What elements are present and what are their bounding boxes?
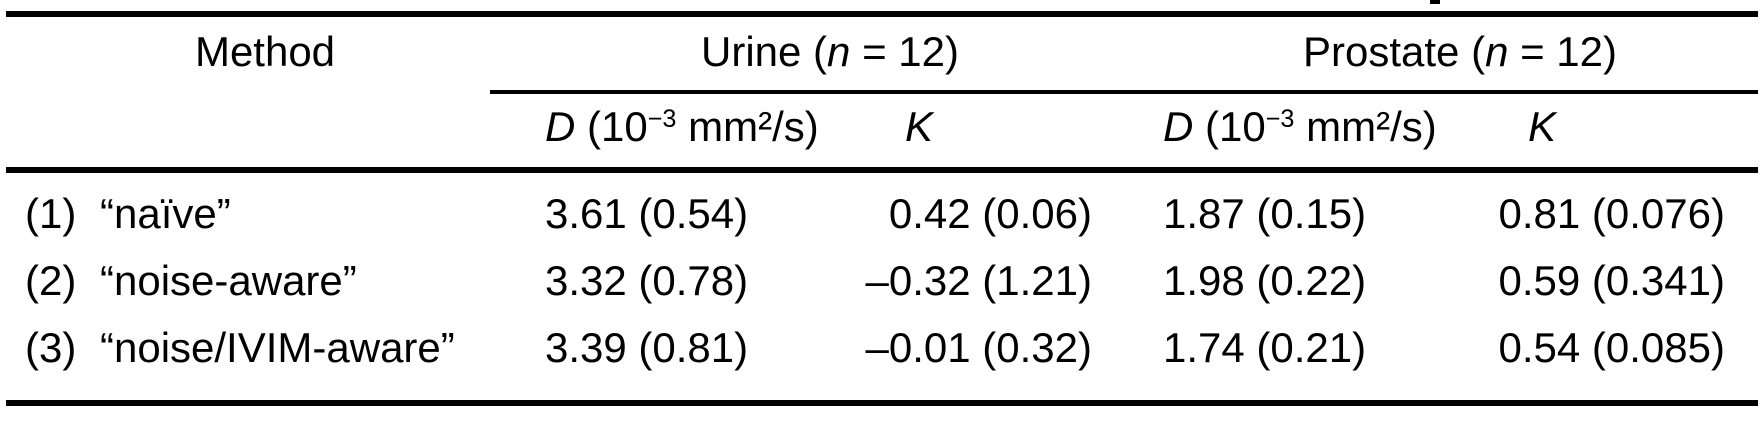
urine-d-value: 3.61 (0.54) [545,190,749,237]
column-header-urine-d: D (10−3 mm²/s) [545,102,819,152]
column-header-prostate-d: D (10−3 mm²/s) [1163,102,1437,152]
d-unit-suffix: mm²/s) [1294,103,1437,150]
method-name: “naïve” [100,190,231,237]
prostate-d-value: 1.98 (0.22) [1163,257,1367,304]
urine-k-value: –0.01 (0.32) [865,324,1093,371]
column-group-header-urine: Urine (n = 12) [650,30,1010,74]
prostate-d-value: 1.74 (0.21) [1163,324,1367,371]
urine-header-prefix: Urine ( [701,28,828,75]
table-top-rule [6,11,1758,17]
row-number: (2) [25,257,77,304]
prostate-header-prefix: Prostate ( [1302,28,1486,75]
prostate-k-value: 0.59 (0.341) [1498,257,1726,304]
method-name: “noise/IVIM-aware” [100,324,455,371]
urine-k-value: 0.42 (0.06) [888,190,1092,237]
row-number: (3) [25,324,77,371]
column-header-urine-k: K [905,102,933,152]
d-unit-suffix: mm²/s) [676,103,819,150]
method-name: “noise-aware” [100,257,357,304]
k-symbol: K [1528,103,1557,150]
row-number: (1) [25,190,77,237]
column-group-header-prostate: Prostate (n = 12) [1260,30,1660,74]
prostate-k-value: 0.54 (0.085) [1498,324,1726,371]
d-symbol: D [1163,103,1194,150]
prostate-d-value: 1.87 (0.15) [1163,190,1367,237]
k-symbol: K [905,103,934,150]
prostate-header-suffix: = 12) [1508,28,1617,75]
d-unit-prefix: (10 [1193,103,1266,150]
urine-k-value: –0.32 (1.21) [865,257,1093,304]
column-header-prostate-k: K [1528,102,1556,152]
prostate-n-symbol: n [1485,28,1509,75]
method-header-label: Method [194,28,336,75]
table-bottom-rule [6,400,1758,406]
urine-d-value: 3.39 (0.81) [545,324,749,371]
urine-d-value: 3.32 (0.78) [545,257,749,304]
cropped-text-artifact [1430,0,1440,4]
urine-n-symbol: n [827,28,851,75]
column-group-underline [490,90,1758,94]
prostate-k-value: 0.81 (0.076) [1498,190,1726,237]
column-header-method: Method [115,30,415,74]
header-body-separator-rule [6,167,1758,173]
d-symbol: D [545,103,576,150]
urine-header-suffix: = 12) [850,28,959,75]
d-unit-prefix: (10 [575,103,648,150]
d-unit-exponent: −3 [647,105,677,134]
d-unit-exponent: −3 [1265,105,1295,134]
